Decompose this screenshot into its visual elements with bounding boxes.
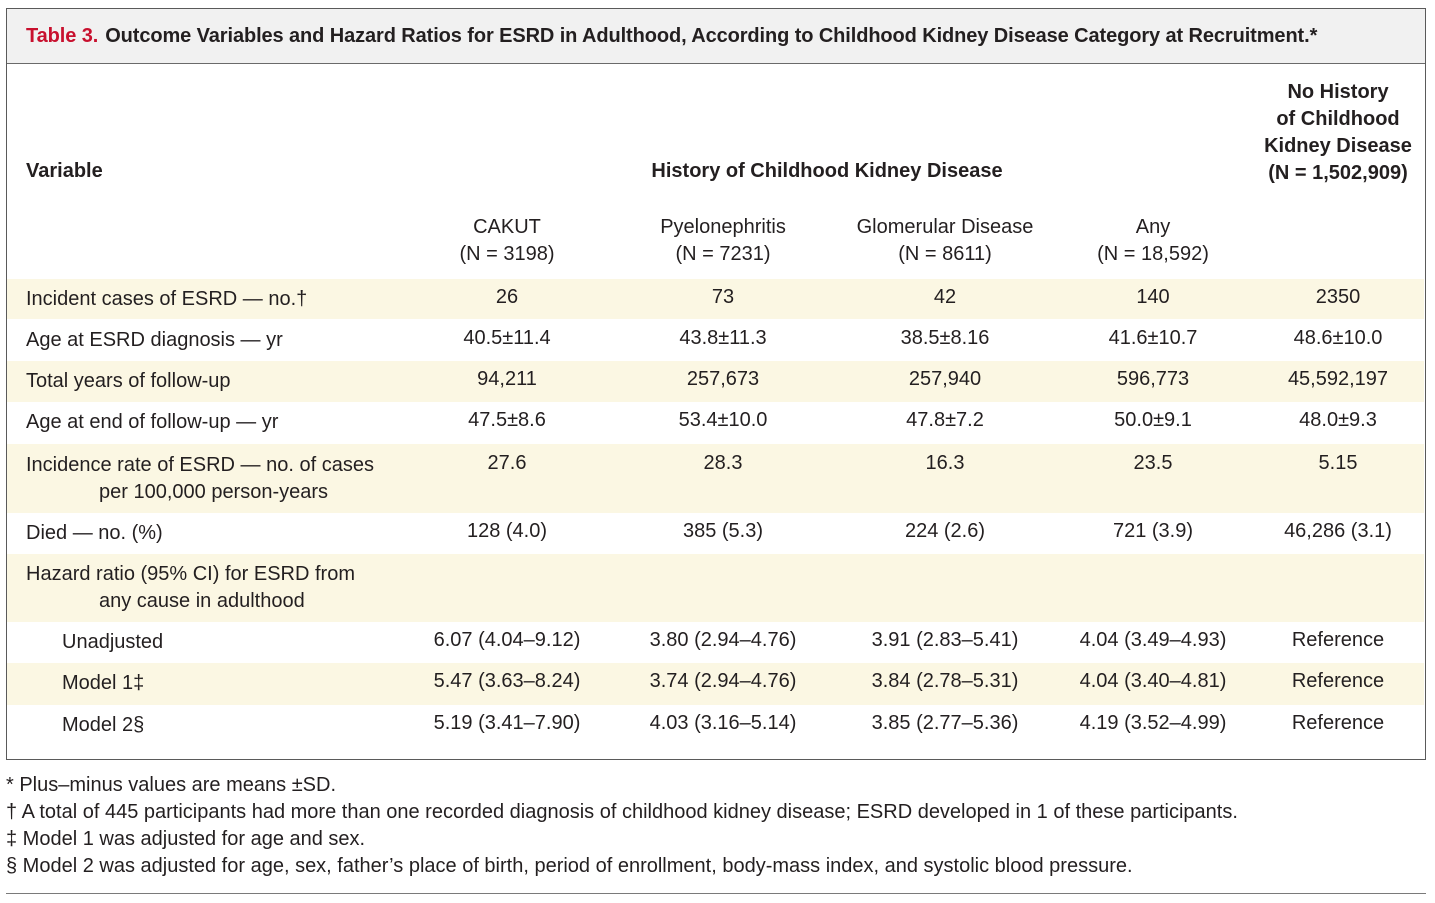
cell-no-history: Reference	[1291, 629, 1385, 651]
cell-any: 4.04 (3.40–4.81)	[1079, 670, 1227, 692]
footnote: § Model 2 was adjusted for age, sex, fat…	[6, 855, 1133, 877]
cell-no-history: 48.6±10.0	[1293, 327, 1383, 349]
cell-cakut: 128 (4.0)	[466, 520, 548, 542]
cell-no-history: 5.15	[1318, 452, 1358, 474]
table-row: Died — no. (%) 128 (4.0) 385 (5.3) 224 (…	[7, 513, 1424, 554]
row-label: Age at ESRD diagnosis — yr	[26, 329, 283, 351]
no-history-line: (N = 1,502,909)	[1268, 162, 1408, 184]
table-row: Model 1‡ 5.47 (3.63–8.24) 3.74 (2.94–4.7…	[7, 663, 1424, 705]
row-label-line2: per 100,000 person-years	[99, 481, 329, 503]
cell-any: 4.19 (3.52–4.99)	[1079, 712, 1227, 734]
cell-cakut: 40.5±11.4	[463, 327, 551, 349]
row-label: Age at end of follow-up — yr	[26, 411, 279, 433]
table-row: Age at ESRD diagnosis — yr 40.5±11.4 43.…	[7, 320, 1424, 361]
footnote: ‡ Model 1 was adjusted for age and sex.	[6, 828, 366, 850]
row-label: Model 2§	[62, 714, 145, 736]
cell-glomerular: 257,940	[908, 368, 982, 390]
cell-glomerular: 38.5±8.16	[900, 327, 990, 349]
cell-glomerular: 42	[933, 286, 957, 308]
cell-no-history: 48.0±9.3	[1299, 409, 1377, 431]
cell-no-history: 46,286 (3.1)	[1284, 520, 1392, 542]
table-title: Table 3. Outcome Variables and Hazard Ra…	[7, 9, 1425, 64]
column-header-any: Any (N = 18,592)	[1053, 214, 1253, 268]
cell-any: 23.5	[1133, 452, 1173, 474]
cell-cakut: 5.19 (3.41–7.90)	[433, 712, 581, 734]
cell-no-history: 45,592,197	[1287, 368, 1389, 390]
column-name: CAKUT	[473, 216, 541, 238]
row-label: Incident cases of ESRD — no.†	[26, 288, 308, 310]
footnote: * Plus–minus values are means ±SD.	[6, 774, 337, 796]
table-row: Incident cases of ESRD — no.† 26 73 42 1…	[7, 279, 1424, 319]
no-history-line: of Childhood	[1276, 108, 1400, 130]
row-label: Incidence rate of ESRD — no. of cases pe…	[26, 452, 374, 506]
cell-any: 140	[1136, 286, 1170, 308]
cell-pyelonephritis: 3.74 (2.94–4.76)	[649, 670, 797, 692]
bottom-divider	[6, 893, 1426, 894]
cell-pyelonephritis: 53.4±10.0	[678, 409, 768, 431]
column-header-pyelonephritis: Pyelonephritis (N = 7231)	[613, 214, 833, 268]
cell-glomerular: 3.91 (2.83–5.41)	[871, 629, 1019, 651]
cell-cakut: 47.5±8.6	[468, 409, 546, 431]
no-history-line: Kidney Disease	[1264, 135, 1412, 157]
cell-pyelonephritis: 385 (5.3)	[682, 520, 764, 542]
footnote: † A total of 445 participants had more t…	[6, 801, 1238, 823]
table-frame: Table 3. Outcome Variables and Hazard Ra…	[6, 8, 1426, 760]
row-label: Unadjusted	[62, 631, 164, 653]
cell-cakut: 5.47 (3.63–8.24)	[433, 670, 581, 692]
no-history-header: No History of Childhood Kidney Disease (…	[1243, 79, 1433, 187]
cell-any: 41.6±10.7	[1108, 327, 1198, 349]
column-name: Any	[1135, 216, 1171, 238]
cell-glomerular: 47.8±7.2	[906, 409, 984, 431]
column-n: (N = 3198)	[459, 243, 555, 265]
cell-pyelonephritis: 4.03 (3.16–5.14)	[649, 712, 797, 734]
cell-no-history: Reference	[1291, 670, 1385, 692]
row-label-line2: any cause in adulthood	[99, 590, 305, 612]
column-name: Pyelonephritis	[660, 216, 786, 238]
row-label: Died — no. (%)	[26, 522, 163, 544]
table-title-text: Outcome Variables and Hazard Ratios for …	[105, 24, 1318, 47]
table-row: Age at end of follow-up — yr 47.5±8.6 53…	[7, 402, 1424, 444]
column-header-cakut: CAKUT (N = 3198)	[407, 214, 607, 268]
cell-cakut: 94,211	[477, 368, 537, 390]
table-row: Model 2§ 5.19 (3.41–7.90) 4.03 (3.16–5.1…	[7, 705, 1424, 746]
table-header: Variable History of Childhood Kidney Dis…	[7, 64, 1425, 279]
cell-glomerular: 224 (2.6)	[904, 520, 986, 542]
cell-cakut: 27.6	[487, 452, 527, 474]
cell-pyelonephritis: 257,673	[686, 368, 760, 390]
table-row: Hazard ratio (95% CI) for ESRD from any …	[7, 554, 1424, 622]
cell-any: 50.0±9.1	[1114, 409, 1192, 431]
cell-cakut: 26	[495, 286, 519, 308]
table-row: Total years of follow-up 94,211 257,673 …	[7, 361, 1424, 402]
cell-no-history: Reference	[1291, 712, 1385, 734]
cell-no-history: 2350	[1315, 286, 1361, 308]
cell-any: 596,773	[1116, 368, 1190, 390]
variable-header: Variable	[26, 160, 103, 182]
table-row: Incidence rate of ESRD — no. of cases pe…	[7, 444, 1424, 513]
cell-any: 721 (3.9)	[1112, 520, 1194, 542]
group-header: History of Childhood Kidney Disease	[651, 160, 1003, 182]
column-n: (N = 8611)	[898, 243, 992, 265]
no-history-line: No History	[1287, 81, 1389, 103]
column-name: Glomerular Disease	[856, 216, 1034, 238]
cell-pyelonephritis: 28.3	[703, 452, 743, 474]
cell-pyelonephritis: 43.8±11.3	[679, 327, 767, 349]
row-label: Model 1‡	[62, 672, 145, 694]
cell-cakut: 6.07 (4.04–9.12)	[433, 629, 581, 651]
column-n: (N = 7231)	[675, 243, 771, 265]
cell-any: 4.04 (3.49–4.93)	[1079, 629, 1227, 651]
column-n: (N = 18,592)	[1097, 243, 1209, 265]
table-label: Table 3.	[26, 24, 99, 47]
row-label-line1: Hazard ratio (95% CI) for ESRD from	[26, 563, 355, 585]
column-header-glomerular: Glomerular Disease (N = 8611)	[835, 214, 1055, 268]
cell-glomerular: 3.85 (2.77–5.36)	[871, 712, 1019, 734]
table-row: Unadjusted 6.07 (4.04–9.12) 3.80 (2.94–4…	[7, 622, 1424, 663]
cell-pyelonephritis: 3.80 (2.94–4.76)	[649, 629, 797, 651]
cell-pyelonephritis: 73	[711, 286, 735, 308]
cell-glomerular: 3.84 (2.78–5.31)	[871, 670, 1019, 692]
footnotes: * Plus–minus values are means ±SD. † A t…	[6, 772, 1238, 880]
row-label-line1: Incidence rate of ESRD — no. of cases	[26, 454, 374, 476]
row-label: Hazard ratio (95% CI) for ESRD from any …	[26, 561, 355, 615]
row-label: Total years of follow-up	[26, 370, 231, 392]
cell-glomerular: 16.3	[925, 452, 965, 474]
